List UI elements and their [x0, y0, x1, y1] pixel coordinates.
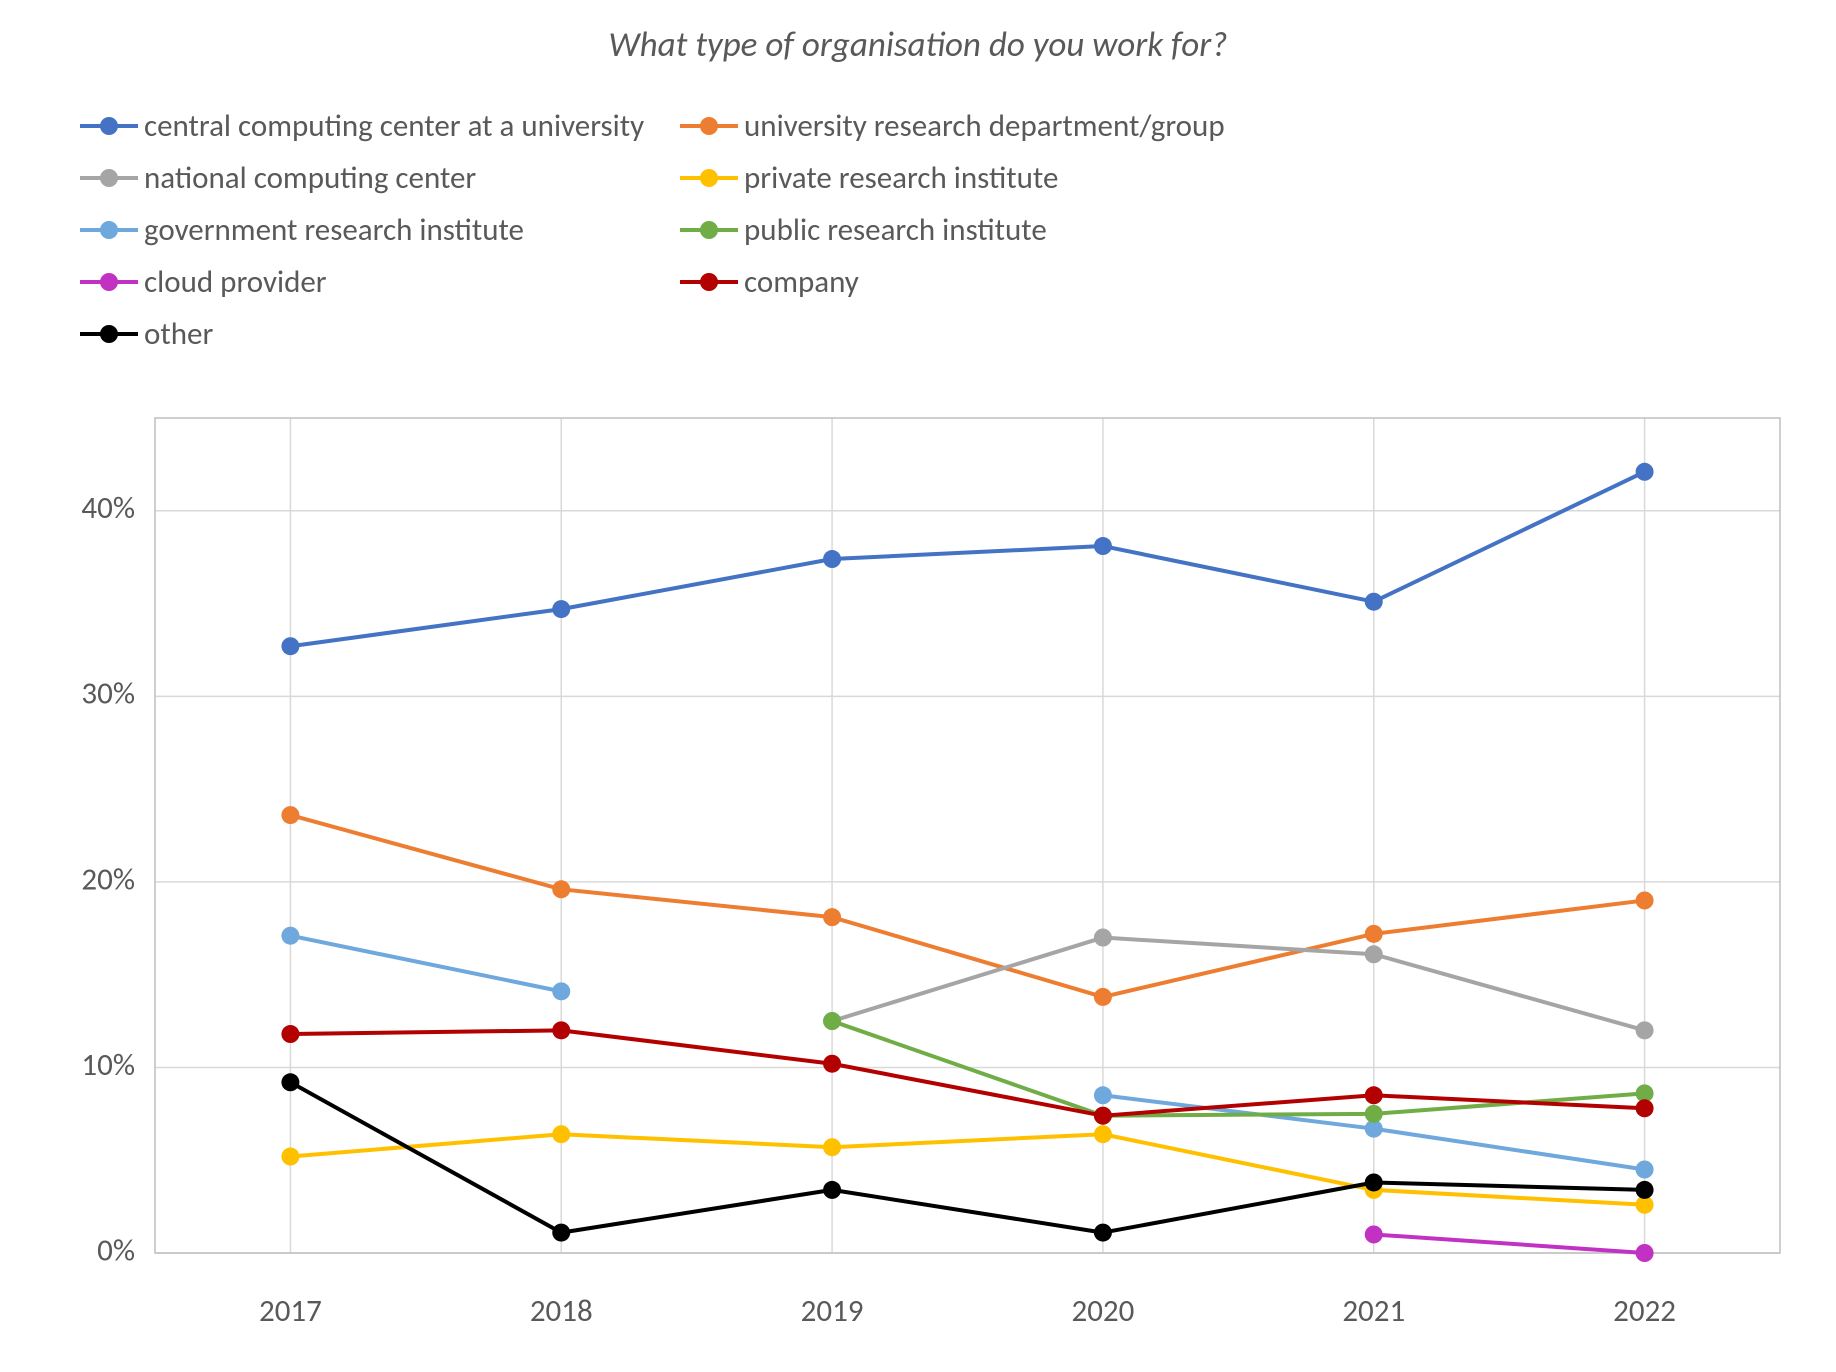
- series-line-cloud: [1374, 1234, 1645, 1253]
- y-tick-label: 40%: [81, 489, 135, 527]
- series-line-central: [290, 472, 1644, 646]
- series-marker-central: [1636, 463, 1654, 481]
- series-marker-central: [1094, 537, 1112, 555]
- series-marker-other: [552, 1224, 570, 1242]
- series-marker-univdept: [1636, 891, 1654, 909]
- x-tick-label: 2018: [530, 1292, 593, 1330]
- series-line-univdept: [290, 815, 1644, 997]
- y-tick-label: 20%: [81, 860, 135, 898]
- series-marker-gov: [1094, 1086, 1112, 1104]
- series-marker-other: [1636, 1181, 1654, 1199]
- series-marker-central: [552, 600, 570, 618]
- series-marker-central: [1365, 593, 1383, 611]
- series-marker-private: [281, 1148, 299, 1166]
- series-marker-public: [1365, 1105, 1383, 1123]
- series-line-gov: [290, 936, 561, 992]
- series-marker-company: [552, 1021, 570, 1039]
- x-tick-label: 2017: [259, 1292, 322, 1330]
- series-marker-private: [552, 1125, 570, 1143]
- series-marker-national: [1365, 945, 1383, 963]
- plot-border: [155, 418, 1780, 1253]
- series-marker-private: [1094, 1125, 1112, 1143]
- y-tick-label: 0%: [97, 1231, 135, 1269]
- series-marker-other: [1094, 1224, 1112, 1242]
- series-marker-company: [823, 1055, 841, 1073]
- series-marker-private: [823, 1138, 841, 1156]
- series-marker-gov: [552, 982, 570, 1000]
- series-marker-company: [1094, 1107, 1112, 1125]
- series-marker-central: [281, 637, 299, 655]
- series-marker-cloud: [1365, 1225, 1383, 1243]
- series-marker-gov: [1636, 1161, 1654, 1179]
- series-line-other: [290, 1082, 1644, 1232]
- series-marker-other: [1365, 1173, 1383, 1191]
- series-marker-company: [281, 1025, 299, 1043]
- series-marker-national: [1094, 929, 1112, 947]
- y-tick-label: 10%: [81, 1046, 135, 1084]
- y-tick-label: 30%: [81, 675, 135, 713]
- x-tick-label: 2019: [801, 1292, 864, 1330]
- line-chart: 0% 10% 20% 30% 40% 2017 2018 2019 2020 2021 2022: [0, 0, 1836, 1372]
- series-marker-gov: [281, 927, 299, 945]
- series-marker-univdept: [1094, 988, 1112, 1006]
- series-marker-univdept: [552, 880, 570, 898]
- x-tick-label: 2021: [1342, 1292, 1405, 1330]
- series-marker-other: [823, 1181, 841, 1199]
- series-marker-public: [823, 1012, 841, 1030]
- series-marker-company: [1365, 1086, 1383, 1104]
- x-tick-label: 2022: [1613, 1292, 1676, 1330]
- series-marker-univdept: [823, 908, 841, 926]
- chart-svg: 0% 10% 20% 30% 40% 2017 2018 2019 2020 2021 2022: [0, 0, 1836, 1372]
- series-line-company: [290, 1030, 1644, 1115]
- series-marker-central: [823, 550, 841, 568]
- series-marker-cloud: [1636, 1244, 1654, 1262]
- series-marker-univdept: [281, 806, 299, 824]
- x-tick-label: 2020: [1071, 1292, 1134, 1330]
- series-marker-other: [281, 1073, 299, 1091]
- figure-container: What type of organisation do you work fo…: [0, 0, 1836, 1372]
- series-marker-national: [1636, 1021, 1654, 1039]
- series-marker-company: [1636, 1099, 1654, 1117]
- series-marker-univdept: [1365, 925, 1383, 943]
